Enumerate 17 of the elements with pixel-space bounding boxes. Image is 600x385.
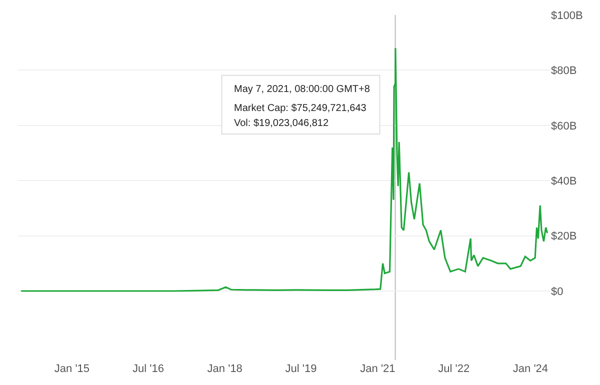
x-tick-label: Jul '22: [438, 363, 470, 375]
x-tick-label: Jan '18: [207, 363, 242, 375]
y-tick-label: $20B: [551, 230, 577, 243]
x-tick-label: Jan '24: [512, 363, 548, 375]
x-tick-label: Jul '16: [132, 363, 164, 375]
y-tick-label: $0: [551, 286, 564, 298]
x-tick-label: Jan '15: [54, 363, 90, 375]
x-tick-label: Jan '21: [360, 363, 396, 375]
annotation: May 7, 2021, 08:00:00 GMT+8: [234, 84, 370, 95]
annotation: Vol: $19,023,046,812: [234, 118, 329, 129]
y-tick-label: $80B: [551, 65, 577, 78]
annotation: Market Cap: $75,249,721,643: [234, 103, 367, 114]
y-tick-label: $40B: [551, 175, 577, 188]
y-tick-label: $100B: [551, 10, 583, 22]
line-series: [20, 47, 548, 292]
y-tick-label: $60B: [551, 120, 577, 132]
x-tick-label: Jul '19: [285, 363, 317, 375]
